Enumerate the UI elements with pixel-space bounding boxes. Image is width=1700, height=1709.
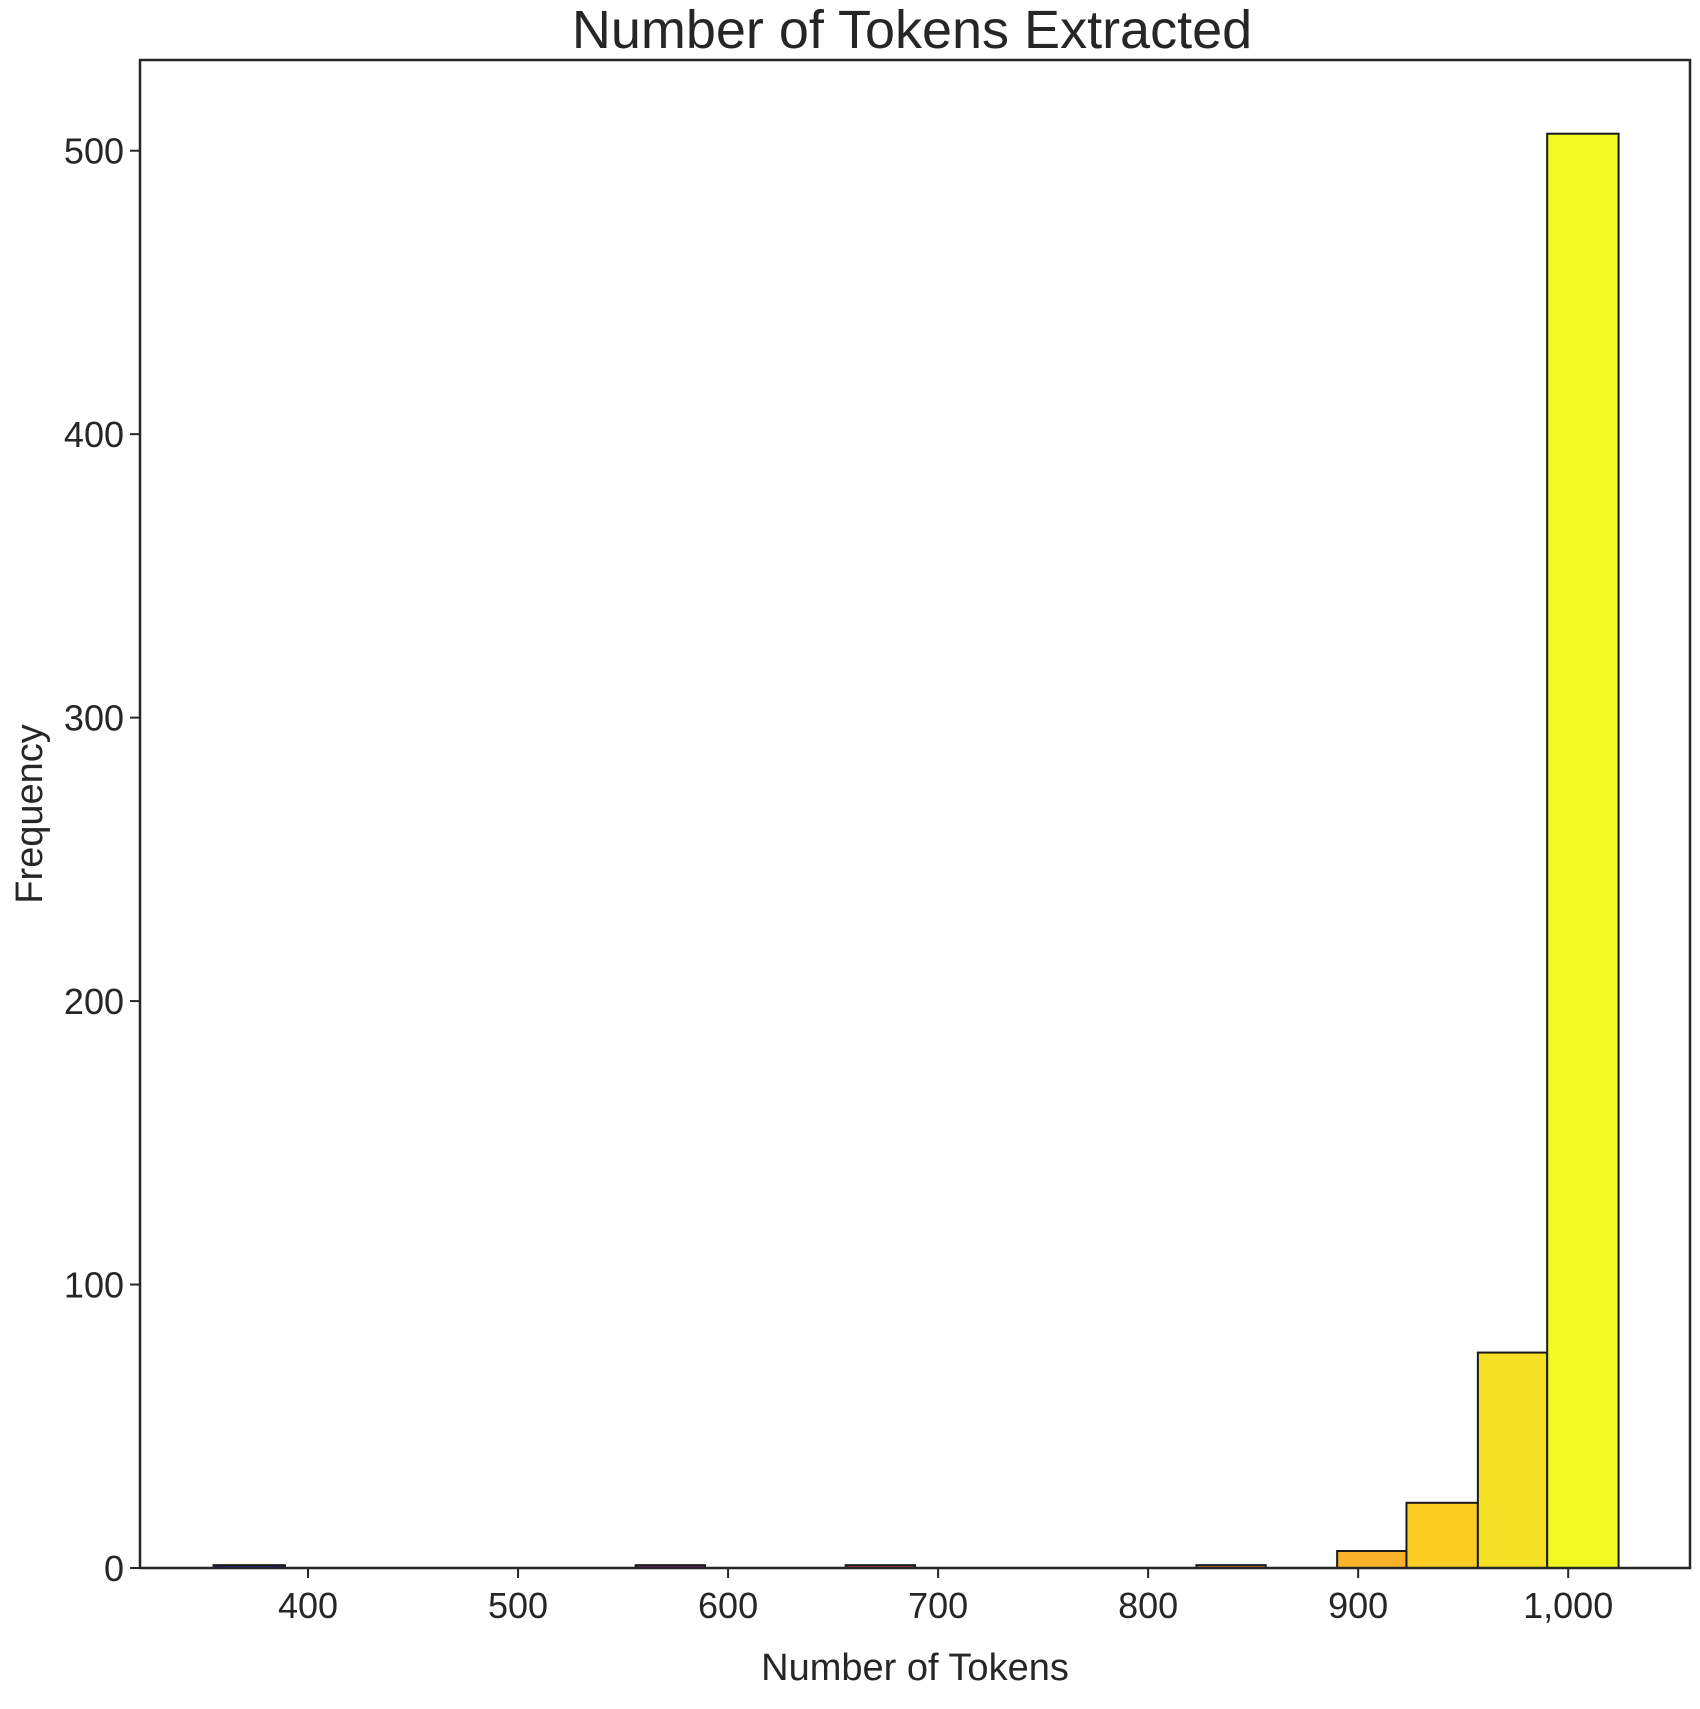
x-tick-label: 400	[278, 1585, 338, 1626]
y-tick-label: 300	[64, 698, 124, 739]
chart-title: Number of Tokens Extracted	[572, 0, 1252, 60]
histogram-bar-6	[1476, 1351, 1549, 1569]
y-axis: 0 100 200 300 400 500	[64, 131, 140, 1589]
x-axis-label: Number of Tokens	[761, 1647, 1069, 1689]
x-tick-label: 600	[698, 1585, 758, 1626]
x-tick-label: 500	[488, 1585, 548, 1626]
x-tick-label: 1,000	[1523, 1585, 1613, 1626]
bars-group	[212, 132, 1620, 1570]
plot-frame	[138, 58, 1692, 1570]
y-tick-label: 100	[64, 1265, 124, 1306]
y-tick-label: 200	[64, 981, 124, 1022]
y-tick-label: 400	[64, 414, 124, 455]
x-tick-label: 900	[1328, 1585, 1388, 1626]
histogram-bar-4	[1336, 1549, 1408, 1569]
histogram-bar-7	[1546, 132, 1620, 1570]
x-axis: 400 500 600 700 800 900 1,000	[278, 1568, 1613, 1626]
y-tick-label: 500	[64, 131, 124, 172]
histogram-bar-5	[1405, 1501, 1479, 1570]
x-tick-label: 700	[908, 1585, 968, 1626]
y-tick-label: 0	[104, 1548, 124, 1589]
y-axis-label: Frequency	[9, 724, 51, 904]
x-tick-label: 800	[1118, 1585, 1178, 1626]
